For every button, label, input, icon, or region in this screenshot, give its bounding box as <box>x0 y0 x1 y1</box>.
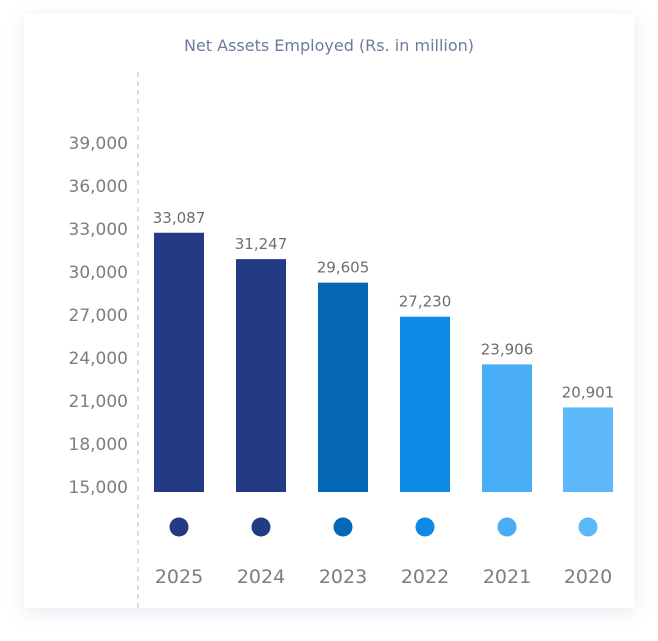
y-tick-label: 18,000 <box>69 435 128 455</box>
y-tick-label: 30,000 <box>69 263 128 283</box>
y-tick-label: 33,000 <box>69 220 128 240</box>
legend-dot <box>169 517 189 537</box>
data-label: 20,901 <box>562 383 615 401</box>
x-tick-label: 2023 <box>319 566 367 588</box>
data-label: 27,230 <box>399 293 452 311</box>
bar-2021 <box>482 364 532 492</box>
y-tick-label: 24,000 <box>69 349 128 369</box>
y-tick-label: 36,000 <box>69 177 128 197</box>
data-label: 31,247 <box>235 235 288 253</box>
legend-dot <box>497 517 517 537</box>
bar-2025 <box>154 232 204 493</box>
chart-title: Net Assets Employed (Rs. in million) <box>183 36 475 55</box>
x-tick-label: 2024 <box>237 566 285 588</box>
legend-dot <box>251 517 271 537</box>
y-tick-label: 15,000 <box>69 478 128 498</box>
legend-dot <box>333 517 353 537</box>
y-tick-label: 21,000 <box>69 392 128 412</box>
data-label: 29,605 <box>317 259 370 277</box>
legend-dot <box>578 517 598 537</box>
legend-dot <box>415 517 435 537</box>
x-tick-label: 2022 <box>401 566 449 588</box>
y-tick-label: 39,000 <box>69 134 128 154</box>
x-tick-label: 2025 <box>155 566 203 588</box>
y-tick-label: 27,000 <box>69 306 128 326</box>
bar-2022 <box>400 316 450 492</box>
bar-2023 <box>318 282 368 492</box>
x-tick-label: 2021 <box>483 566 531 588</box>
data-label: 23,906 <box>481 340 534 358</box>
bar-2020 <box>563 407 613 492</box>
bar-2024 <box>236 259 286 492</box>
data-label: 33,087 <box>153 209 206 227</box>
x-tick-label: 2020 <box>564 566 612 588</box>
